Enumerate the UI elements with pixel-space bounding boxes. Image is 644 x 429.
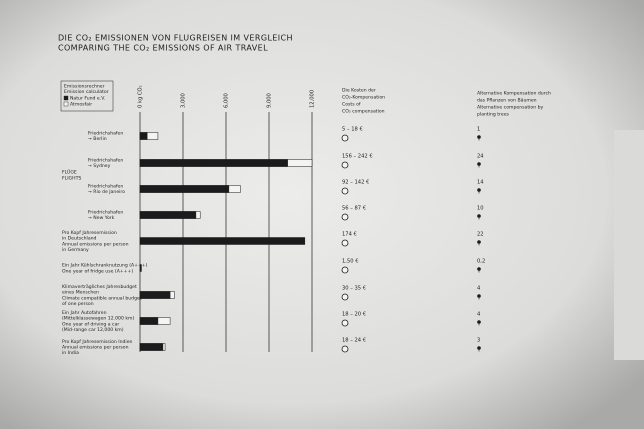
tree-icon (477, 294, 481, 298)
legend-title: Emissionsrechner (64, 84, 105, 90)
legend-title: Emission calculator (64, 89, 109, 95)
bar (139, 317, 159, 325)
legend-label: Natur Fund e.V. (70, 96, 105, 102)
tree-count: 14 (477, 180, 484, 186)
category-label: → Rio de Janeiro (88, 189, 125, 195)
category-label: Annual emissions per person (62, 241, 129, 247)
coin-icon (341, 134, 349, 142)
coin-icon (341, 266, 349, 274)
coin-icon (341, 187, 349, 195)
tree-count: 24 (477, 154, 484, 160)
bar (139, 132, 148, 140)
coin-icon (341, 161, 349, 169)
bar (139, 291, 171, 299)
bar (139, 264, 142, 272)
category-label: of one person (62, 301, 94, 307)
category-label: Annual emissions per person (62, 345, 129, 351)
costs-header: Costs of (342, 102, 361, 108)
legend-box (60, 80, 114, 112)
cost-label: 18 – 20 € (342, 312, 366, 318)
x-tick-label: 3,000 (181, 93, 187, 108)
cost-label: 56 – 87 € (342, 206, 366, 212)
tree-count: 10 (477, 206, 484, 212)
tree-icon (477, 267, 481, 271)
coin-icon (341, 213, 349, 221)
category-label: Friedrichshafen (88, 210, 123, 216)
legend-swatch (63, 95, 69, 101)
category-label: → Sydney (88, 163, 111, 169)
tree-icon (477, 188, 481, 192)
costs-header: CO₂-Kompensation (342, 95, 385, 101)
cost-label: 92 – 142 € (342, 180, 369, 186)
tree-count: 4 (477, 286, 481, 292)
group-label: FLIGHTS (62, 176, 81, 182)
category-label: Pro Kopf Jahresemission (62, 230, 117, 236)
category-label: One year of driving a car (62, 321, 119, 327)
coin-icon (341, 293, 349, 301)
category-label: → New York (88, 215, 115, 221)
category-label: Ein Jahr Autofahren (62, 310, 107, 316)
trees-header: Alternative Kompensation durch (477, 91, 551, 97)
category-label: Pro Kopf Jahresemission Indien (62, 339, 133, 345)
tree-icon (477, 162, 481, 166)
title: DIE CO₂ EMISSIONEN VON FLUGREISEN IM VER… (58, 34, 293, 43)
category-label: in Deutschland (62, 236, 97, 242)
tree-count: 3 (477, 338, 480, 344)
category-label: (Mittelklassewagen 12.000 km) (62, 316, 134, 322)
group-label: FLÜGE (62, 169, 77, 176)
tree-icon (477, 240, 481, 244)
bar (139, 343, 164, 351)
x-tick-label: 9,000 (267, 93, 273, 108)
category-label: in India (62, 350, 79, 356)
costs-header: CO₂ compensation (342, 109, 385, 115)
category-label: eines Menschen (62, 290, 99, 296)
category-label: Ein Jahr Kühlschranknutzung (A+++) (62, 263, 148, 269)
coin-icon (341, 239, 349, 247)
cost-label: 1,50 € (342, 259, 359, 265)
category-label: in Germany (62, 247, 89, 253)
tree-count: 1 (477, 127, 480, 133)
category-label: One year of fridge use (A+++) (62, 268, 133, 274)
tree-count: 22 (477, 232, 484, 238)
legend-label: Atmosfair (70, 102, 92, 108)
category-label: Friedrichshafen (88, 131, 123, 137)
category-label: → Berlin (88, 136, 107, 142)
category-label: Friedrichshafen (88, 158, 123, 164)
costs-header: Die Kosten der (342, 88, 376, 94)
tree-count: 0,2 (477, 259, 485, 265)
bar (139, 237, 306, 245)
trees-header: das Pflanzen von Bäumen (477, 98, 537, 104)
tree-icon (477, 346, 481, 350)
cost-label: 30 – 35 € (342, 286, 366, 292)
x-tick-label: 0 kg CO₂ (138, 85, 144, 108)
cost-label: 156 – 242 € (342, 154, 373, 160)
bar (139, 159, 288, 167)
tree-icon (477, 135, 481, 139)
category-label: Climate compatible annual budget (62, 295, 142, 301)
category-label: Friedrichshafen (88, 184, 123, 190)
cost-label: 5 – 18 € (342, 127, 363, 133)
title: COMPARING THE CO₂ EMISSIONS OF AIR TRAVE… (58, 44, 268, 53)
tree-icon (477, 214, 481, 218)
coin-icon (341, 319, 349, 327)
trees-header: planting trees (477, 112, 510, 118)
x-tick-label: 12,000 (310, 90, 316, 108)
cost-label: 174 € (342, 232, 357, 238)
category-label: (Mid-range car 12,000 km) (62, 327, 124, 333)
bar (139, 185, 230, 193)
side-panel (614, 130, 644, 360)
trees-header: Alternative compensation by (477, 105, 544, 111)
category-label: Klimaverträgliches Jahresbudget (62, 284, 137, 290)
cost-label: 18 – 24 € (342, 338, 366, 344)
tree-count: 4 (477, 312, 481, 318)
legend-swatch (63, 101, 69, 107)
bar (139, 211, 197, 219)
x-tick-label: 6,000 (224, 93, 230, 108)
coin-icon (341, 345, 349, 353)
tree-icon (477, 320, 481, 324)
